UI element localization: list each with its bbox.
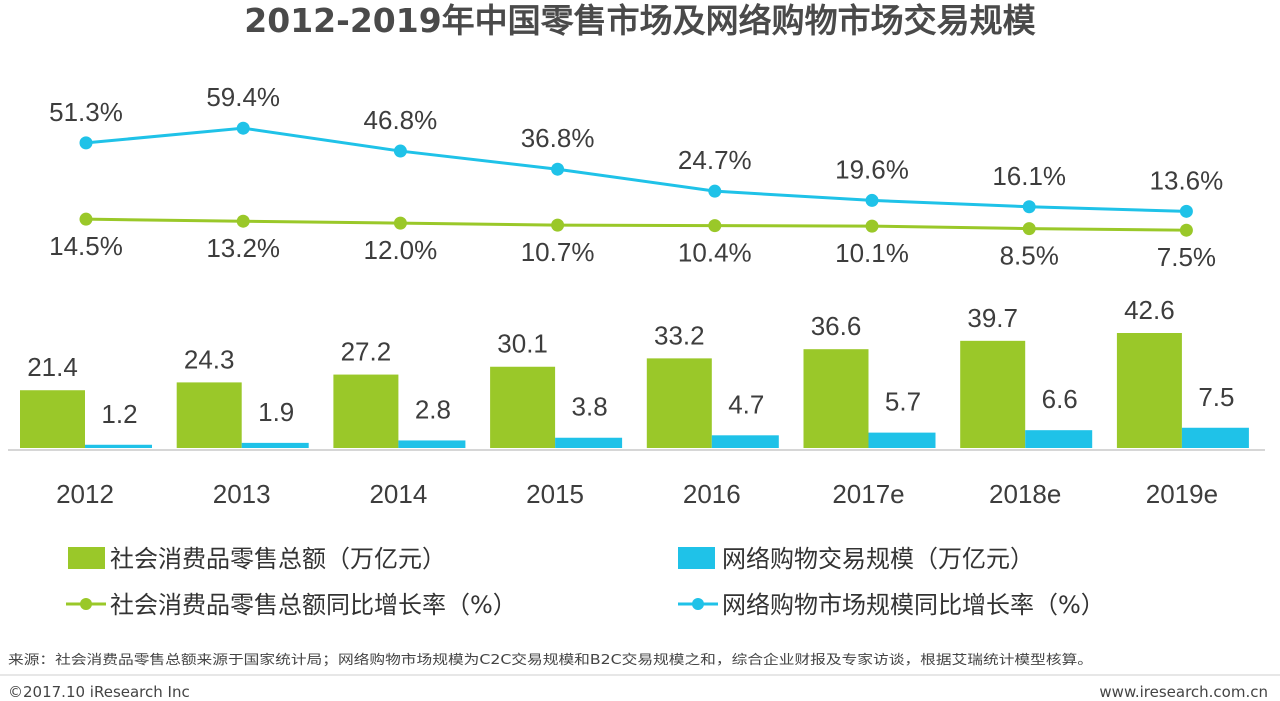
bar-label-retail-total: 30.1 — [497, 329, 548, 359]
line-layer: 51.3% 59.4% 46.8% 36.8% 24.7% 19.6% 16.1% 13.6%… — [49, 82, 1223, 272]
copyright: ©2017.10 iResearch Inc — [8, 683, 190, 701]
legend-marker-retail-growth — [80, 598, 92, 610]
legend-swatch-retail-total — [68, 547, 105, 569]
bar-online-total — [868, 432, 936, 448]
x-tick-label: 2016 — [683, 479, 741, 509]
bar-label-retail-total: 24.3 — [184, 344, 235, 374]
website: www.iresearch.com.cn — [1099, 683, 1268, 701]
point-online-growth — [1179, 204, 1193, 218]
point-label-online-growth: 24.7% — [678, 145, 752, 175]
bar-online-total — [398, 440, 466, 448]
point-retail-growth — [708, 219, 722, 233]
point-retail-growth — [79, 212, 93, 226]
bar-retail-total — [176, 382, 242, 448]
point-online-growth — [551, 162, 565, 176]
bar-label-online-total: 2.8 — [415, 394, 451, 424]
x-tick-label: 2015 — [526, 479, 584, 509]
legend-label-online-total: 网络购物交易规模（万亿元） — [722, 545, 1034, 573]
point-label-retail-growth: 10.7% — [521, 237, 595, 267]
bar-retail-total — [333, 374, 399, 448]
point-label-online-growth: 19.6% — [835, 154, 909, 184]
point-label-retail-growth: 12.0% — [364, 235, 438, 265]
bar-label-online-total: 3.8 — [572, 392, 608, 422]
bar-label-online-total: 5.7 — [885, 387, 921, 417]
bar-online-total — [1181, 427, 1249, 448]
point-label-retail-growth: 8.5% — [1000, 241, 1059, 271]
point-label-online-growth: 59.4% — [206, 82, 280, 112]
legend-label-retail-growth: 社会消费品零售总额同比增长率（%） — [110, 591, 517, 619]
bar-online-total — [85, 444, 152, 448]
point-retail-growth — [865, 219, 879, 233]
point-label-retail-growth: 10.1% — [835, 238, 909, 268]
bar-label-retail-total: 21.4 — [27, 352, 78, 382]
point-label-retail-growth: 14.5% — [49, 231, 123, 261]
bar-online-total — [555, 437, 623, 448]
bar-label-online-total: 7.5 — [1198, 382, 1234, 412]
legend: 社会消费品零售总额（万亿元） 网络购物交易规模（万亿元） 社会消费品零售总额同比… — [66, 545, 1105, 619]
point-label-online-growth: 51.3% — [49, 97, 123, 127]
x-tick-label: 2017e — [832, 479, 904, 509]
source-note: 来源：社会消费品零售总额来源于国家统计局；网络购物市场规模为C2C交易规模和B2… — [8, 652, 1093, 668]
point-retail-growth — [1022, 222, 1036, 236]
bar-layer: 21.4 1.2 24.3 1.9 27.2 2.8 30.1 3.8 33.2 4.7 36.6 5… — [20, 295, 1249, 448]
bar-retail-total — [803, 349, 869, 448]
bar-retail-total — [490, 366, 556, 448]
x-tick-label: 2018e — [989, 479, 1061, 509]
point-label-online-growth: 13.6% — [1150, 165, 1224, 195]
point-retail-growth — [236, 214, 250, 228]
line-online-growth — [85, 126, 1187, 213]
point-online-growth — [236, 121, 250, 135]
legend-marker-online-growth — [692, 598, 704, 610]
point-online-growth — [1022, 200, 1036, 214]
point-label-online-growth: 16.1% — [992, 161, 1066, 191]
point-label-retail-growth: 13.2% — [206, 233, 280, 263]
bar-online-total — [1025, 430, 1093, 448]
point-label-retail-growth: 10.4% — [678, 238, 752, 268]
point-retail-growth — [1179, 223, 1193, 237]
bar-retail-total — [20, 390, 85, 448]
point-label-retail-growth: 7.5% — [1157, 242, 1216, 272]
chart-title: 2012-2019年中国零售市场及网络购物市场交易规模 — [244, 1, 1036, 40]
bar-retail-total — [960, 340, 1026, 448]
bar-online-total — [241, 442, 309, 448]
x-tick-label: 2014 — [369, 479, 427, 509]
bar-label-retail-total: 33.2 — [654, 320, 705, 350]
line-retail-growth — [85, 217, 1187, 232]
x-tick-label: 2013 — [213, 479, 271, 509]
bar-label-retail-total: 36.6 — [811, 311, 862, 341]
point-online-growth — [708, 184, 722, 198]
x-tick-label: 2019e — [1146, 479, 1218, 509]
bar-label-retail-total: 27.2 — [341, 337, 392, 367]
bar-label-online-total: 1.9 — [258, 397, 294, 427]
bar-retail-total — [1116, 333, 1182, 448]
legend-label-online-growth: 网络购物市场规模同比增长率（%） — [722, 591, 1105, 619]
bar-label-online-total: 4.7 — [728, 389, 764, 419]
bar-label-retail-total: 42.6 — [1124, 295, 1175, 325]
point-label-online-growth: 36.8% — [521, 123, 595, 153]
bar-label-online-total: 6.6 — [1042, 384, 1078, 414]
bar-online-total — [711, 435, 779, 448]
point-label-online-growth: 46.8% — [364, 105, 438, 135]
point-online-growth — [393, 144, 407, 158]
bar-retail-total — [646, 358, 712, 448]
point-retail-growth — [393, 216, 407, 230]
point-retail-growth — [551, 218, 565, 232]
point-online-growth — [79, 136, 93, 150]
x-tick-label: 2012 — [56, 479, 114, 509]
point-online-growth — [865, 193, 879, 207]
legend-label-retail-total: 社会消费品零售总额（万亿元） — [110, 545, 446, 573]
bar-label-retail-total: 39.7 — [967, 303, 1018, 333]
x-tick-labels: 2012 2013 2014 2015 2016 2017e 2018e 2019e — [56, 479, 1218, 509]
legend-swatch-online-total — [678, 547, 715, 569]
bar-label-online-total: 1.2 — [101, 399, 137, 429]
